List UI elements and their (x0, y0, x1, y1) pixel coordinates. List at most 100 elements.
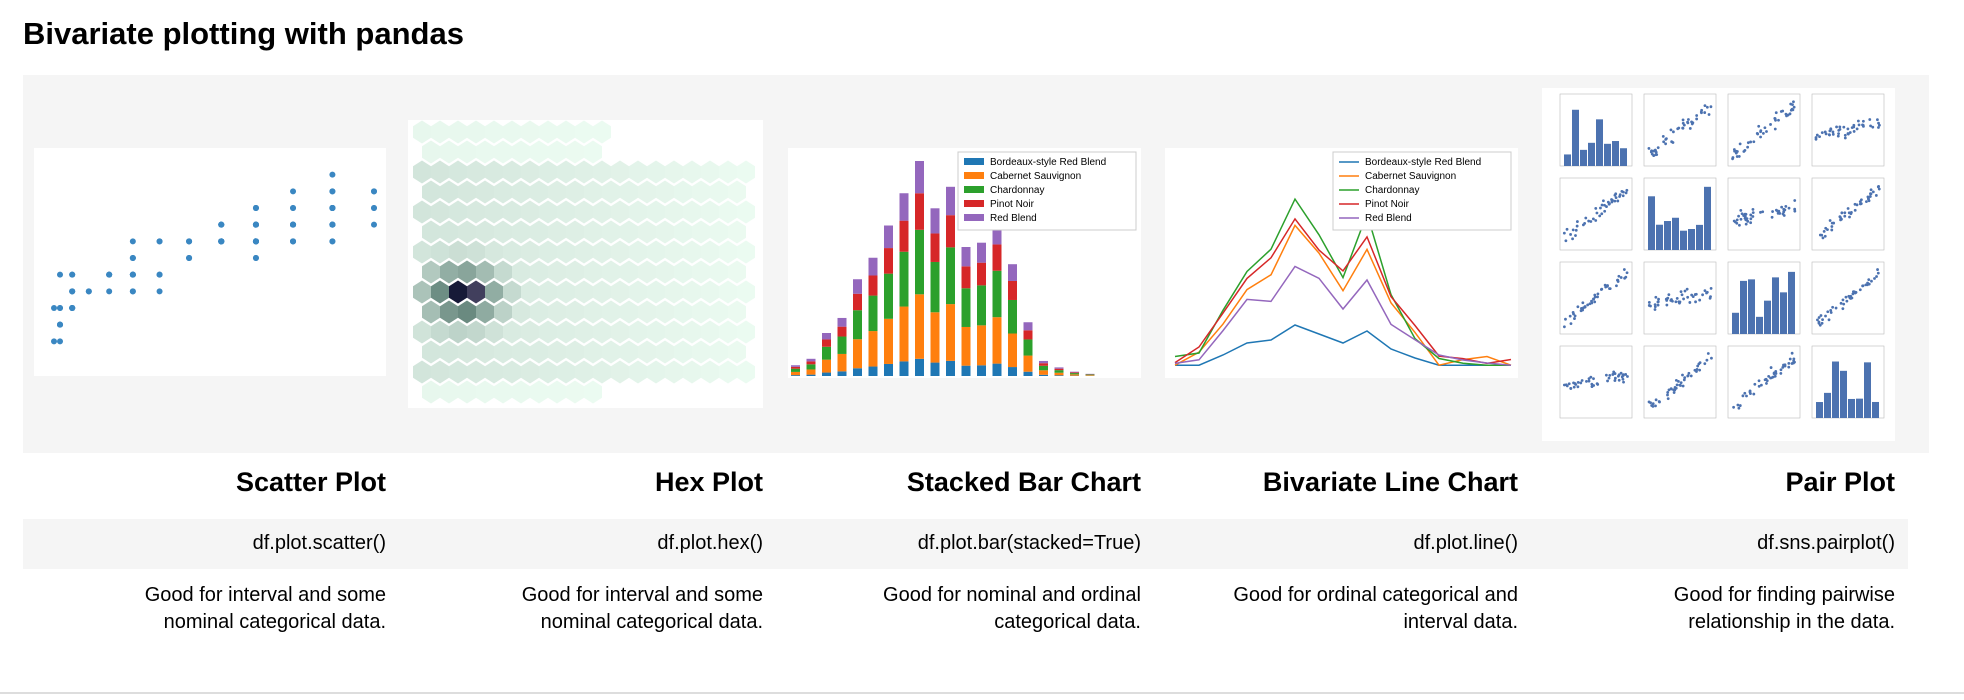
dot (1569, 322, 1573, 326)
bar-segment (930, 362, 940, 376)
dot (1742, 214, 1746, 217)
hex-cell (575, 200, 593, 224)
bar-segment (961, 266, 971, 289)
legend-label: Chardonnay (1365, 185, 1419, 196)
dot (1568, 314, 1572, 318)
hex-cell (512, 340, 530, 364)
hex-cell (557, 160, 575, 184)
hist-bar (1588, 142, 1595, 166)
panel (1643, 261, 1717, 335)
bar-segment (837, 326, 847, 337)
dot (1667, 293, 1671, 297)
bar-segment (791, 366, 800, 369)
hex-cell (629, 160, 647, 184)
hist-bar (1788, 271, 1795, 334)
dot (1625, 188, 1629, 192)
dot (1572, 381, 1575, 385)
hist-bar (1772, 277, 1779, 334)
dot (1847, 211, 1851, 215)
hex-cell (719, 240, 737, 264)
dot (1843, 133, 1847, 137)
dot (1826, 310, 1830, 314)
hex-cell (458, 300, 476, 324)
hex-cell (710, 180, 728, 204)
dot (1614, 196, 1618, 200)
hex-cell (566, 220, 584, 244)
hex-cell (539, 320, 557, 344)
dot (1569, 387, 1573, 390)
hex-cell (539, 280, 557, 304)
hex-cell (440, 300, 458, 324)
hex-cell (467, 240, 485, 264)
dot (252, 205, 259, 211)
description-line: Good for finding pairwise (1673, 584, 1895, 606)
dot (1834, 306, 1838, 310)
hex-cell (485, 160, 503, 184)
dot (1761, 132, 1765, 135)
dot (1584, 216, 1588, 220)
hex-cell (584, 220, 602, 244)
hex-cell (692, 340, 710, 364)
dot (1732, 148, 1736, 151)
dot (1622, 380, 1625, 384)
dot (1853, 208, 1857, 212)
bar-segment (992, 221, 1002, 245)
hex-cell (611, 160, 629, 184)
description-line: categorical data. (994, 611, 1141, 633)
dot (1587, 379, 1591, 383)
dot (1749, 221, 1753, 225)
hex-cell (476, 260, 494, 284)
dot (1821, 318, 1824, 321)
dot (1829, 128, 1833, 131)
bar-segment (822, 359, 831, 373)
dot (1703, 104, 1707, 108)
dot (1617, 274, 1621, 278)
hist-bar (1564, 154, 1571, 166)
hist-bar (1688, 229, 1695, 250)
dot (1657, 400, 1661, 403)
bar-segment (992, 270, 1002, 318)
dot (1759, 135, 1762, 139)
hex-cell (557, 200, 575, 224)
dot (1751, 208, 1755, 211)
dot (1567, 382, 1571, 386)
dot (1878, 123, 1881, 127)
hex-cell (593, 120, 611, 144)
dot (1828, 133, 1831, 137)
code-row (23, 519, 1908, 569)
dot (1792, 100, 1795, 104)
dot (1829, 308, 1833, 312)
thumbnail: Bordeaux-style Red Blend Cabernet Sauvign… (1165, 148, 1518, 378)
dot (1815, 133, 1819, 137)
bar-segment (884, 225, 893, 249)
dot (1830, 228, 1834, 232)
bar-segment (806, 374, 816, 376)
dot (1830, 221, 1834, 225)
dot (1837, 129, 1841, 132)
column-header: Hex Plot (654, 467, 763, 497)
dot (1818, 135, 1821, 139)
hex-cell (503, 360, 521, 384)
dot (1626, 375, 1629, 378)
dot (1667, 388, 1671, 392)
dot (1571, 228, 1575, 232)
hist-bar (1648, 196, 1655, 250)
dot (1681, 126, 1685, 130)
bar-segment (930, 312, 940, 363)
legend-label: Cabernet Sauvignon (1365, 171, 1456, 182)
dot (1745, 394, 1748, 398)
dot (1784, 205, 1788, 208)
dot (1846, 127, 1850, 131)
dot (1621, 194, 1625, 198)
hex-cell (611, 200, 629, 224)
dot (1617, 378, 1621, 382)
hex-cell (674, 340, 692, 364)
dot (1867, 278, 1871, 282)
dot (1831, 305, 1835, 309)
dot (1603, 283, 1607, 287)
dot (1870, 279, 1873, 283)
dot (1681, 373, 1684, 377)
dot (1823, 234, 1827, 238)
dot (1705, 291, 1708, 295)
hex-cell (620, 180, 638, 204)
